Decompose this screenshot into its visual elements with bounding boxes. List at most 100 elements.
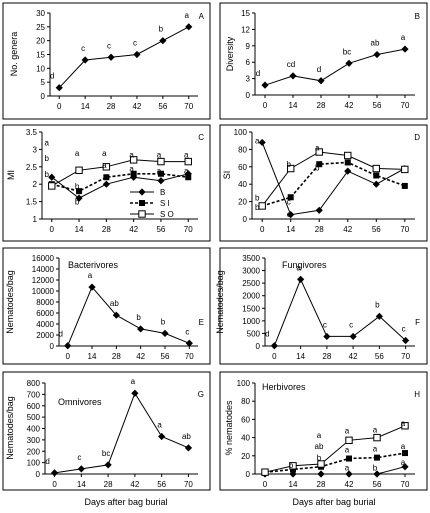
data-point: [161, 329, 169, 337]
x-tick-label: 56: [375, 352, 384, 361]
data-point: [401, 165, 409, 174]
y-tick-label: 10: [36, 64, 45, 73]
panel-letter: G: [198, 390, 204, 399]
y-tick-label: 2000: [36, 331, 54, 340]
significance-label: a: [131, 377, 136, 386]
data-point: [102, 180, 110, 188]
x-tick-label: 42: [129, 225, 138, 234]
data-point: [402, 450, 408, 457]
significance-label: ab: [371, 39, 380, 48]
data-point: [289, 72, 297, 80]
data-point: [64, 342, 72, 350]
data-point: [349, 332, 357, 341]
x-tick-label: 70: [184, 102, 193, 111]
data-point: [401, 182, 408, 189]
x-tick-label: 0: [52, 480, 57, 489]
x-tick-label: 56: [157, 480, 166, 489]
x-tick-label: 0: [260, 225, 265, 234]
data-point: [133, 50, 141, 59]
data-point: [129, 156, 138, 164]
significance-label: b: [286, 160, 291, 169]
significance-label: d: [50, 72, 54, 81]
y-tick-label: 5: [41, 78, 46, 87]
x-tick-label: 28: [104, 480, 113, 489]
y-tick-label: 12000: [32, 276, 55, 285]
x-tick-label: 70: [401, 101, 410, 110]
panel-C: 11.522.533.50 14 28 42 56 70MICabbabbaaaaaaaa…: [2, 124, 211, 242]
significance-label: bc: [102, 449, 110, 458]
series-line-main: [264, 48, 406, 86]
data-point: [373, 433, 381, 442]
series-line-main: [54, 392, 189, 474]
y-tick-label: 9: [246, 42, 251, 51]
significance-label: b: [375, 300, 380, 309]
data-point: [104, 461, 112, 469]
y-tick-label: 3.5: [26, 128, 38, 137]
significance-label: a: [102, 149, 107, 158]
significance-label: d: [58, 330, 62, 339]
panel-B: 0 3 6 9 12 15 0 14 28 42 56 70 Diversity Bd cd d bc ab a: [219, 2, 428, 120]
y-tick-label: 700: [27, 390, 41, 399]
significance-label: b: [159, 25, 164, 34]
data-point: [158, 432, 166, 441]
data-point: [137, 325, 145, 333]
significance-label: a: [315, 144, 320, 153]
significance-label: c: [133, 39, 137, 48]
y-tick-label: 0: [36, 470, 41, 479]
series-line-S I: [51, 173, 189, 193]
panel-F: 0 500 1000 1500 2000 2500 3000 3500 0 14 28 42 56 70 N…: [215, 247, 428, 365]
significance-label: b: [161, 317, 166, 326]
x-tick-label: 14: [286, 225, 295, 234]
significance-label: b: [255, 193, 260, 202]
data-point: [131, 389, 139, 397]
series-line-S O: [51, 159, 189, 187]
data-point: [112, 311, 120, 319]
x-tick-label: 0: [263, 101, 268, 110]
data-point: [261, 468, 269, 476]
y-tick-label: 400: [27, 425, 41, 434]
data-point: [323, 332, 331, 341]
x-tick-label: 42: [349, 352, 358, 361]
data-point: [185, 174, 192, 181]
y-tick-label: 0: [246, 91, 251, 100]
x-tick-label: 28: [317, 101, 326, 110]
x-tick-label: 42: [132, 102, 141, 111]
x-tick-label: 0: [263, 480, 268, 489]
significance-label: a: [401, 442, 406, 451]
significance-label: c: [81, 44, 85, 53]
data-point: [345, 470, 353, 478]
series-line-B: [261, 142, 406, 216]
significance-label: b: [75, 182, 80, 191]
panel-frame: [219, 2, 428, 120]
panel-H: 0 20 40 60 80 100 0 14 28 42 56 70 % nematodes H Herbi…: [219, 371, 428, 491]
significance-label: c: [77, 453, 81, 462]
y-axis-title: Nematodes/bag: [5, 396, 15, 460]
panel-frame: [219, 124, 428, 242]
panel-letter: H: [414, 390, 420, 399]
panel-letter: E: [199, 318, 204, 327]
y-tick-label: 200: [27, 447, 41, 456]
y-tick-label: 1: [33, 215, 38, 224]
y-tick-label: 12: [241, 25, 250, 34]
data-point: [372, 180, 380, 188]
y-tick-label: 100: [27, 459, 41, 468]
y-tick-label: 600: [27, 402, 41, 411]
y-tick-label: 3500: [242, 254, 260, 263]
series-line-main: [67, 286, 190, 346]
y-tick-label: 10000: [32, 287, 55, 296]
significance-label: c: [287, 210, 291, 219]
data-point: [317, 460, 325, 468]
data-point: [287, 194, 294, 201]
y-tick-label: 500: [27, 413, 41, 422]
data-point: [184, 157, 192, 166]
panel-letter: F: [415, 318, 420, 327]
series-line-main: [58, 26, 190, 89]
data-point: [81, 56, 89, 64]
y-tick-label: 1000: [242, 317, 260, 326]
data-point: [374, 454, 380, 461]
data-point: [317, 470, 325, 478]
y-tick-label: 40: [238, 180, 247, 189]
x-tick-label: 70: [185, 352, 194, 361]
data-point: [184, 444, 193, 452]
